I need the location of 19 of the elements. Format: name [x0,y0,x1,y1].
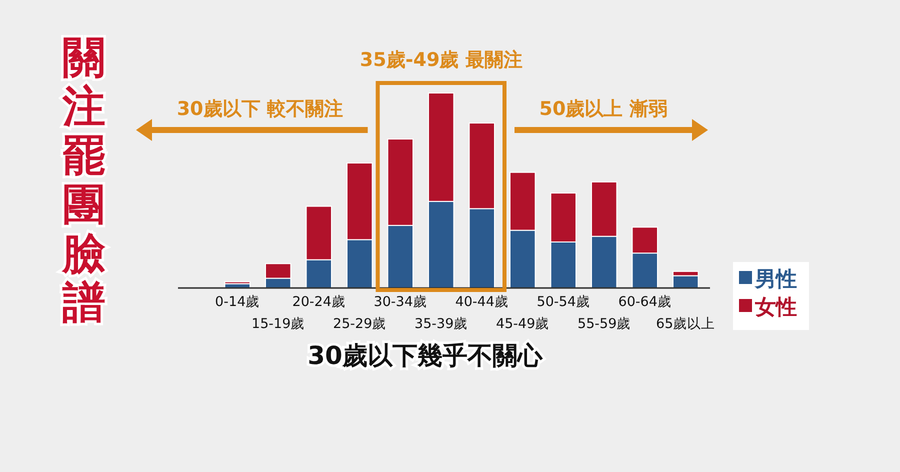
x-tick-label: 60-64歲 [618,294,672,310]
x-tick-label: 40-44歲 [455,294,508,310]
x-tick-label: 20-24歲 [292,294,346,310]
annotation: 30歲以下 較不關注 [176,98,343,120]
title: 關注罷團臉譜 [62,33,106,328]
annotation: 50歲以上 漸弱 [539,98,668,120]
text: 35歲-49歲 最關注 [360,49,522,71]
text: 30歲以下幾乎不關心 [308,341,544,370]
x-tick-label: 65歲以上 [656,316,716,332]
x-tick-label: 25-29歲 [333,316,386,332]
x-tick-label: 30-34歲 [374,294,427,310]
x-tick-label: 35-39歲 [414,316,468,332]
x-tick-label: 55-59歲 [578,316,631,332]
x-tick-label: 0-14歲 [215,294,260,310]
x-tick-label: 45-49歲 [496,316,550,332]
legend-label: 女性 [754,295,797,319]
x-tick-label: 15-19歲 [252,316,305,332]
legend-label: 男性 [754,267,797,291]
x-tick-label: 50-54歲 [536,294,590,310]
